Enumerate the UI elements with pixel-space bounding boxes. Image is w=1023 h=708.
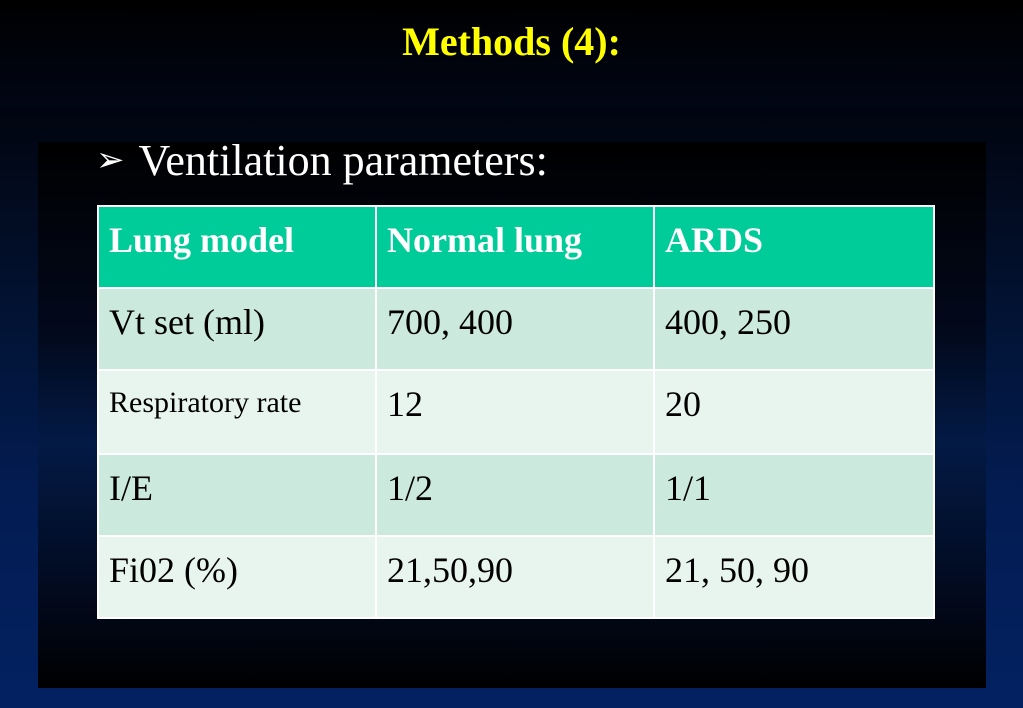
ards-value: 21, 50, 90 <box>653 535 935 619</box>
header-ards: ARDS <box>653 205 935 289</box>
row-label: Respiratory rate <box>97 369 377 455</box>
ards-value: 20 <box>653 369 935 455</box>
normal-lung-value: 1/2 <box>375 453 655 537</box>
row-label: I/E <box>97 453 377 537</box>
table-header-row: Lung model Normal lung ARDS <box>97 205 935 289</box>
bullet-text: Ventilation parameters: <box>138 136 548 185</box>
table-row: Respiratory rate 12 20 <box>97 369 935 455</box>
slide-title: Methods (4): <box>402 19 621 64</box>
row-label: Vt set (ml) <box>97 287 377 371</box>
header-normal-lung: Normal lung <box>375 205 655 289</box>
table-row: Fi02 (%) 21,50,90 21, 50, 90 <box>97 535 935 619</box>
header-lung-model: Lung model <box>97 205 377 289</box>
ventilation-parameters-table: Lung model Normal lung ARDS Vt set (ml) … <box>97 205 935 619</box>
normal-lung-value: 12 <box>375 369 655 455</box>
ards-value: 1/1 <box>653 453 935 537</box>
normal-lung-value: 21,50,90 <box>375 535 655 619</box>
normal-lung-value: 700, 400 <box>375 287 655 371</box>
table-row: Vt set (ml) 700, 400 400, 250 <box>97 287 935 371</box>
title-band <box>0 0 1023 108</box>
ards-value: 400, 250 <box>653 287 935 371</box>
arrow-bullet-icon: ➢ <box>96 140 125 180</box>
row-label: Fi02 (%) <box>97 535 377 619</box>
bullet-point: ➢ Ventilation parameters: <box>96 130 548 191</box>
table-row: I/E 1/2 1/1 <box>97 453 935 537</box>
